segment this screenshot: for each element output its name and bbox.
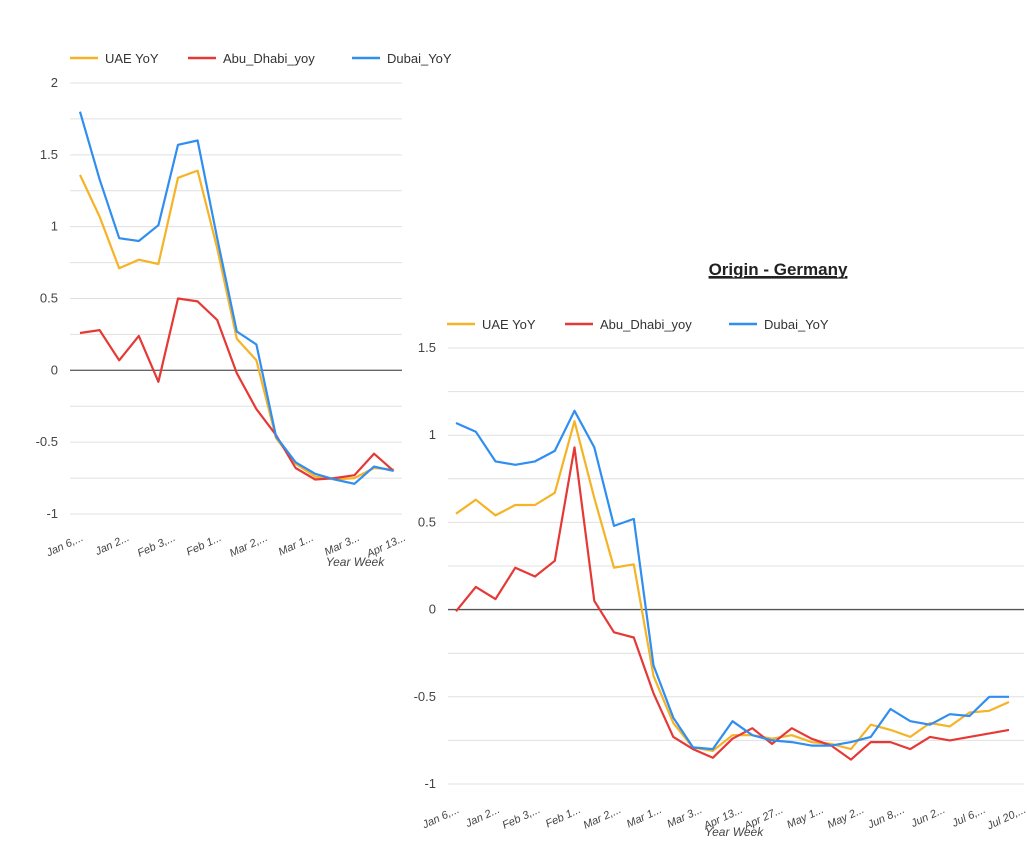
chart1-legend[interactable]: UAE YoY Abu_Dhabi_yoy Dubai_YoY bbox=[70, 51, 452, 66]
y-tick-label: 0 bbox=[51, 362, 58, 377]
y-tick-label: 0 bbox=[429, 602, 436, 617]
y-tick-label: -1 bbox=[424, 776, 436, 791]
legend-item[interactable]: UAE YoY bbox=[447, 317, 536, 332]
legend-item[interactable]: Dubai_YoY bbox=[729, 317, 829, 332]
y-tick-label: 1 bbox=[429, 427, 436, 442]
legend-item[interactable]: UAE YoY bbox=[70, 51, 159, 66]
series-line-uae-yoy[interactable] bbox=[455, 420, 1010, 753]
y-tick-label: 0.5 bbox=[40, 291, 58, 306]
legend-label: Abu_Dhabi_yoy bbox=[223, 51, 315, 66]
series-line-dubai-yoy[interactable] bbox=[455, 409, 1009, 751]
y-tick-label: -1 bbox=[46, 506, 58, 521]
x-tick-label: Feb 3,... bbox=[136, 532, 178, 560]
chart1-series bbox=[78, 111, 395, 485]
chart2-series bbox=[455, 409, 1010, 761]
chart2-legend[interactable]: UAE YoY Abu_Dhabi_yoy Dubai_YoY bbox=[447, 317, 829, 332]
y-tick-label: 2 bbox=[51, 75, 58, 90]
y-tick-label: 1.5 bbox=[40, 147, 58, 162]
x-tick-label: Mar 1... bbox=[277, 532, 316, 559]
y-tick-label: 1.5 bbox=[418, 340, 436, 355]
legend-item[interactable]: Abu_Dhabi_yoy bbox=[565, 317, 692, 332]
chart2-y-ticks: -1 -0.5 0 0.5 1 1.5 bbox=[414, 340, 436, 791]
legend-label: Dubai_YoY bbox=[387, 51, 452, 66]
y-tick-label: -0.5 bbox=[36, 434, 58, 449]
legend-label: Dubai_YoY bbox=[764, 317, 829, 332]
chart1-gridlines bbox=[70, 82, 402, 515]
chart-origin-germany: Origin - Germany -1-0.500.511.5 Jan 6,..… bbox=[405, 240, 1027, 866]
chart1-y-ticks: -1 -0.5 0 0.5 1 1.5 2 bbox=[36, 75, 58, 521]
legend-label: UAE YoY bbox=[105, 51, 159, 66]
chart2-x-axis-title: Year Week bbox=[705, 825, 764, 839]
legend-item[interactable]: Abu_Dhabi_yoy bbox=[188, 51, 315, 66]
chart-uae-yoy-overall: -1 -0.5 0 0.5 1 1.5 2 Jan 6,... Jan 2... Feb 3,.… bbox=[36, 51, 452, 569]
x-tick-label: Feb 1... bbox=[185, 532, 224, 559]
series-line-abu-dhabi-yoy[interactable] bbox=[79, 297, 395, 481]
chart2-title: Origin - Germany bbox=[709, 260, 848, 279]
y-tick-label: 0.5 bbox=[418, 514, 436, 529]
x-tick-label: Jan 6,... bbox=[44, 532, 85, 560]
legend-item[interactable]: Dubai_YoY bbox=[352, 51, 452, 66]
y-tick-label: -0.5 bbox=[414, 689, 436, 704]
x-tick-label: Jan 2... bbox=[93, 532, 132, 559]
chart2-background bbox=[405, 240, 1027, 866]
series-line-dubai-yoy[interactable] bbox=[78, 111, 394, 485]
series-line-abu-dhabi-yoy[interactable] bbox=[455, 446, 1010, 761]
y-tick-label: 1 bbox=[51, 219, 58, 234]
series-line-uae-yoy[interactable] bbox=[79, 169, 394, 481]
legend-label: Abu_Dhabi_yoy bbox=[600, 317, 692, 332]
chart1-x-axis-title: Year Week bbox=[326, 555, 385, 569]
chart2-gridlines bbox=[448, 347, 1024, 785]
x-tick-label: Mar 2,... bbox=[228, 532, 270, 560]
legend-label: UAE YoY bbox=[482, 317, 536, 332]
